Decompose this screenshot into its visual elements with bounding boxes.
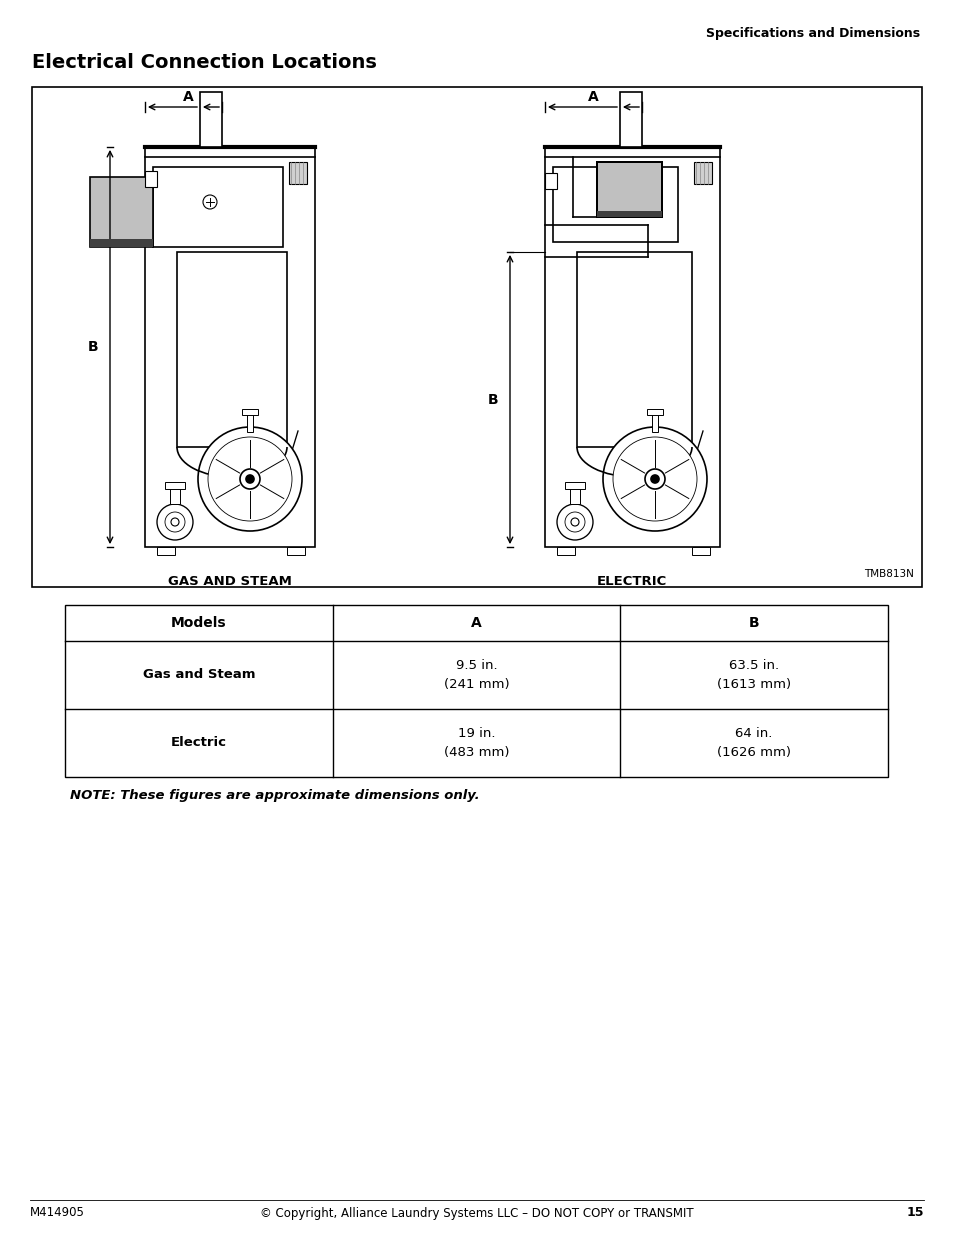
Bar [693,162,711,184]
Bar [145,147,314,547]
Circle shape [171,517,179,526]
Circle shape [564,513,584,532]
Circle shape [246,475,253,483]
Bar [287,547,305,555]
Circle shape [613,437,697,521]
Text: Electrical Connection Locations: Electrical Connection Locations [32,53,376,72]
Bar [557,547,575,555]
Circle shape [571,517,578,526]
Bar [200,91,222,147]
Text: Specifications and Dimensions: Specifications and Dimensions [705,27,919,40]
Bar [32,86,921,587]
Text: A: A [587,90,598,104]
Bar [145,170,157,186]
Bar [597,211,661,217]
Text: 9.5 in.
(241 mm): 9.5 in. (241 mm) [443,659,509,692]
Circle shape [602,427,706,531]
Bar [65,605,887,777]
Bar [544,147,720,547]
Circle shape [198,427,302,531]
Circle shape [557,504,593,540]
Text: 15: 15 [905,1207,923,1219]
Bar [247,412,253,432]
Circle shape [240,469,260,489]
Text: A: A [183,90,193,104]
Circle shape [644,469,664,489]
Text: NOTE: These figures are approximate dimensions only.: NOTE: These figures are approximate dime… [70,789,479,802]
Bar [691,547,709,555]
Bar [619,91,641,147]
Text: 63.5 in.
(1613 mm): 63.5 in. (1613 mm) [717,659,790,692]
Bar [646,409,662,415]
Bar [90,177,152,247]
Circle shape [650,475,659,483]
Text: Electric: Electric [171,736,227,750]
Bar [597,162,661,217]
Circle shape [208,437,292,521]
Text: M414905: M414905 [30,1207,85,1219]
Circle shape [157,504,193,540]
Text: © Copyright, Alliance Laundry Systems LLC – DO NOT COPY or TRANSMIT: © Copyright, Alliance Laundry Systems LL… [260,1207,693,1219]
Text: ELECTRIC: ELECTRIC [597,576,666,588]
Bar [553,167,678,242]
Bar [157,547,174,555]
Text: B: B [748,616,759,630]
Bar [177,252,287,447]
Bar [170,484,180,504]
Circle shape [165,513,185,532]
Bar [152,167,283,247]
Bar [289,162,307,184]
Bar [165,482,185,489]
Text: A: A [471,616,481,630]
Text: B: B [487,393,497,406]
Text: GAS AND STEAM: GAS AND STEAM [168,576,292,588]
Text: TMB813N: TMB813N [863,569,913,579]
Bar [544,173,557,189]
Text: Gas and Steam: Gas and Steam [143,668,255,682]
Bar [564,482,584,489]
Bar [577,252,691,447]
Bar [242,409,257,415]
Circle shape [203,195,216,209]
Bar [90,240,152,247]
Text: B: B [88,340,98,354]
Text: 64 in.
(1626 mm): 64 in. (1626 mm) [717,727,790,760]
Bar [651,412,658,432]
Text: Models: Models [171,616,227,630]
Text: 19 in.
(483 mm): 19 in. (483 mm) [443,727,509,760]
Bar [569,484,579,504]
